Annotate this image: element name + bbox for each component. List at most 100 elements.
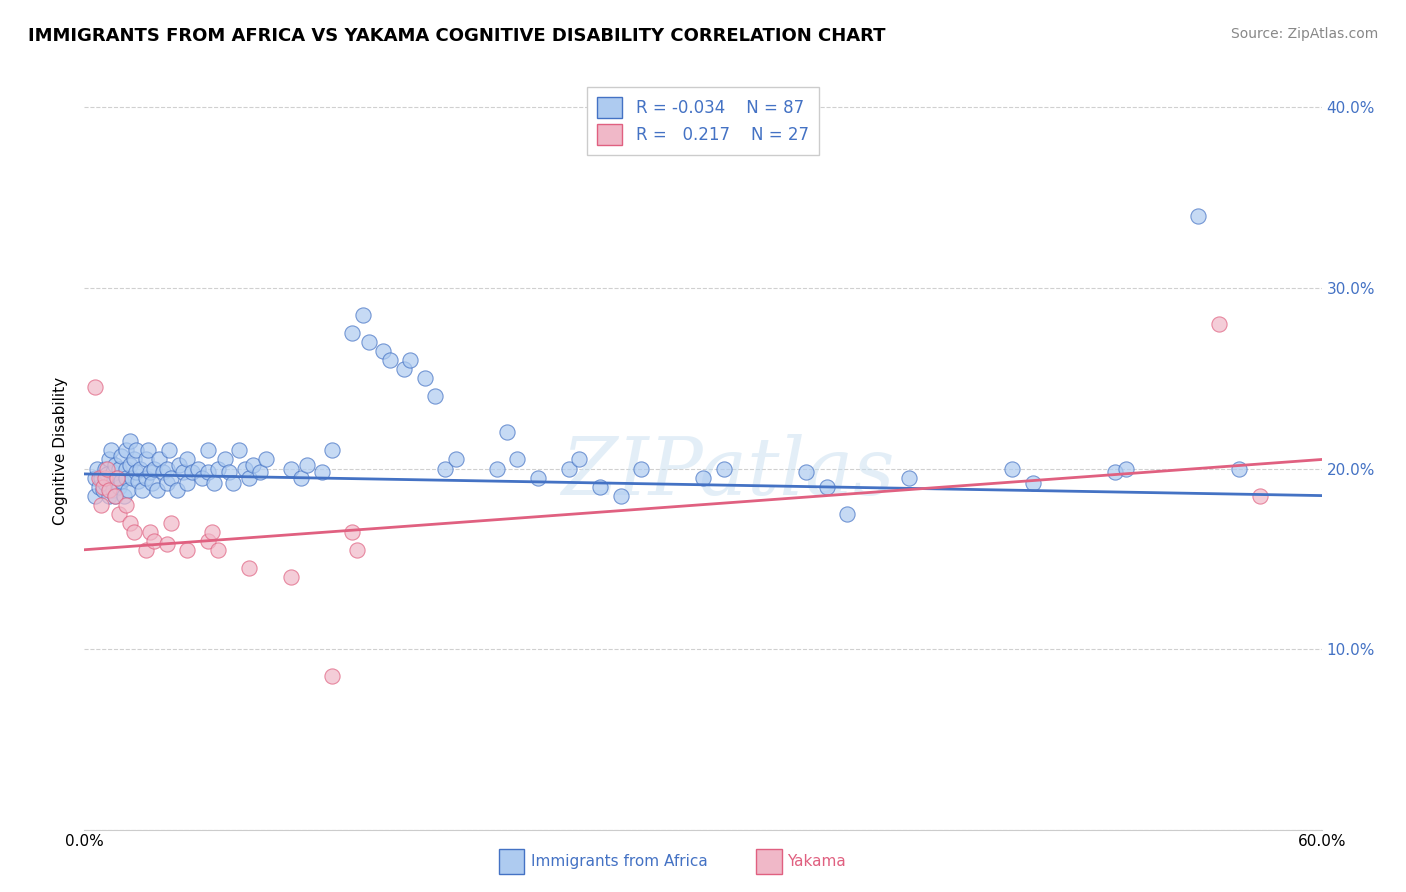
Point xyxy=(392,362,415,376)
Y-axis label: Cognitive Disability: Cognitive Disability xyxy=(53,376,69,524)
Point xyxy=(108,479,131,493)
Point xyxy=(342,524,364,539)
Text: Source: ZipAtlas.com: Source: ZipAtlas.com xyxy=(1230,27,1378,41)
Point xyxy=(197,443,219,458)
Point xyxy=(1001,461,1024,475)
Point xyxy=(125,465,148,479)
Point xyxy=(434,461,457,475)
Point xyxy=(815,479,838,493)
Point xyxy=(321,443,343,458)
Point xyxy=(1249,489,1271,503)
Text: Immigrants from Africa: Immigrants from Africa xyxy=(531,855,709,869)
Point xyxy=(94,475,117,490)
Point xyxy=(98,452,121,467)
Point xyxy=(280,570,302,584)
Text: Yakama: Yakama xyxy=(787,855,846,869)
Point xyxy=(357,335,380,350)
Point xyxy=(238,561,260,575)
Point xyxy=(122,524,145,539)
Point xyxy=(249,465,271,479)
Point xyxy=(558,461,581,475)
Text: IMMIGRANTS FROM AFRICA VS YAKAMA COGNITIVE DISABILITY CORRELATION CHART: IMMIGRANTS FROM AFRICA VS YAKAMA COGNITI… xyxy=(28,27,886,45)
Point xyxy=(485,461,508,475)
Point xyxy=(160,516,183,530)
Point xyxy=(105,470,128,484)
Point xyxy=(135,542,157,557)
Point xyxy=(527,470,550,484)
Point xyxy=(131,483,153,498)
Point xyxy=(94,470,117,484)
Point xyxy=(152,465,174,479)
Point xyxy=(143,461,166,475)
Point xyxy=(114,498,136,512)
Point xyxy=(118,458,141,472)
Point xyxy=(794,465,817,479)
Point xyxy=(222,475,245,490)
Point xyxy=(114,470,136,484)
Point xyxy=(157,443,180,458)
Point xyxy=(180,465,202,479)
Point xyxy=(373,344,395,359)
Point xyxy=(98,483,121,498)
Point xyxy=(166,483,188,498)
Point xyxy=(378,353,401,368)
Legend: R = -0.034    N = 87, R =   0.217    N = 27: R = -0.034 N = 87, R = 0.217 N = 27 xyxy=(588,87,818,154)
Point xyxy=(156,537,179,551)
Point xyxy=(83,470,105,484)
Point xyxy=(207,542,229,557)
Point xyxy=(1104,465,1126,479)
Point xyxy=(1208,317,1230,331)
Point xyxy=(139,465,162,479)
Point xyxy=(191,470,214,484)
Point xyxy=(197,465,219,479)
Point xyxy=(172,465,194,479)
Point xyxy=(86,461,108,475)
Point xyxy=(90,470,112,484)
Point xyxy=(122,452,145,467)
Point xyxy=(103,465,125,479)
Point xyxy=(118,434,141,449)
Point xyxy=(90,498,112,512)
Point xyxy=(156,475,179,490)
Point xyxy=(568,452,591,467)
Point xyxy=(1227,461,1250,475)
Point xyxy=(118,516,141,530)
Point xyxy=(110,474,132,488)
Point xyxy=(898,470,921,484)
Point xyxy=(202,475,225,490)
Point xyxy=(83,380,105,394)
Point xyxy=(242,458,264,472)
Point xyxy=(254,452,277,467)
Point xyxy=(311,465,333,479)
Point xyxy=(399,353,422,368)
Point xyxy=(91,483,114,498)
Point xyxy=(125,443,148,458)
Point xyxy=(692,470,714,484)
Point xyxy=(342,326,364,340)
Point xyxy=(713,461,735,475)
Point xyxy=(295,458,318,472)
Point xyxy=(96,467,118,481)
Point xyxy=(117,483,139,498)
Point xyxy=(201,524,224,539)
Point xyxy=(127,474,149,488)
Point xyxy=(1022,475,1045,490)
Point xyxy=(103,483,125,498)
Point xyxy=(496,425,519,440)
Point xyxy=(83,489,105,503)
Point xyxy=(589,479,612,493)
Point xyxy=(156,461,179,475)
Point xyxy=(290,470,312,484)
Point xyxy=(114,461,136,475)
Point xyxy=(352,308,374,322)
Point xyxy=(98,489,121,503)
Point xyxy=(1115,461,1137,475)
Point xyxy=(135,470,157,484)
Point xyxy=(176,475,198,490)
Point xyxy=(108,507,131,521)
Point xyxy=(135,452,157,467)
Point xyxy=(1187,209,1209,223)
Point xyxy=(136,443,159,458)
Point xyxy=(105,470,128,484)
Point xyxy=(630,461,652,475)
